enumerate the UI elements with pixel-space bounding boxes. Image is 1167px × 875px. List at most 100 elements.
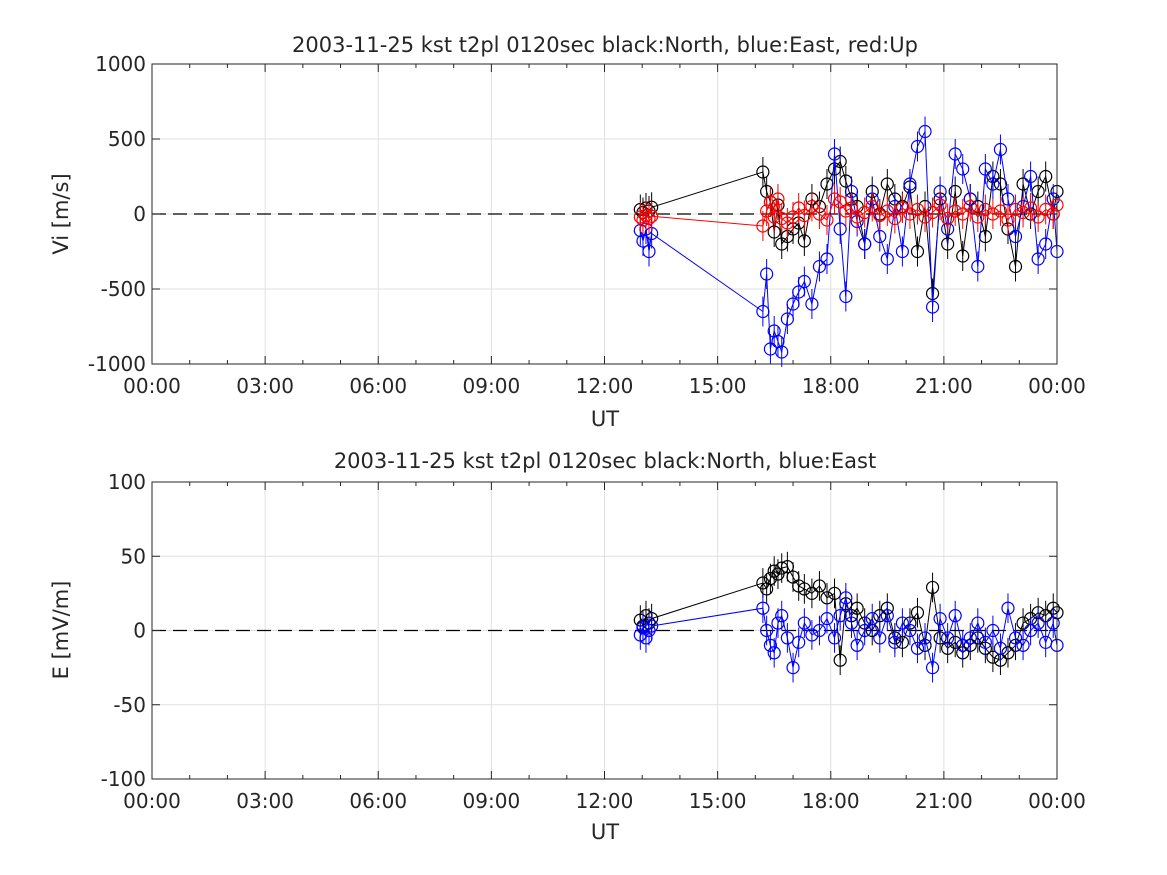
data-point bbox=[925, 205, 940, 220]
x-tick-label: 00:00 bbox=[123, 789, 181, 813]
data-point bbox=[760, 267, 774, 281]
x-tick-label: 18:00 bbox=[802, 789, 860, 813]
data-point bbox=[850, 210, 864, 224]
data-point bbox=[858, 623, 872, 638]
data-point bbox=[775, 345, 789, 359]
y-tick-label: 0 bbox=[133, 619, 146, 643]
data-point bbox=[1024, 623, 1038, 638]
x-tick-label: 03:00 bbox=[236, 374, 294, 398]
x-tick-label: 15:00 bbox=[689, 374, 747, 398]
y-tick-label: -500 bbox=[101, 277, 146, 301]
data-point bbox=[827, 147, 842, 161]
data-point bbox=[993, 142, 1008, 157]
data-point bbox=[797, 234, 811, 248]
y-tick-label: 0 bbox=[133, 202, 146, 226]
data-point bbox=[763, 571, 778, 586]
data-point bbox=[1016, 205, 1030, 220]
data-point bbox=[827, 586, 842, 600]
data-point bbox=[1001, 601, 1015, 615]
data-point bbox=[833, 222, 847, 236]
y-tick-label: 50 bbox=[121, 544, 146, 568]
data-point bbox=[642, 244, 656, 259]
y-tick-label: -1000 bbox=[88, 352, 146, 376]
data-point bbox=[756, 601, 770, 615]
data-point bbox=[903, 207, 917, 221]
data-point bbox=[805, 297, 819, 311]
data-point bbox=[880, 204, 894, 218]
velocity-panel: 2003-11-25 kst t2pl 0120sec black:North,… bbox=[49, 33, 1086, 431]
data-point bbox=[756, 304, 770, 319]
data-point bbox=[918, 631, 932, 645]
data-point bbox=[1001, 646, 1015, 660]
data-point bbox=[1024, 201, 1038, 215]
data-point bbox=[956, 638, 970, 652]
data-point bbox=[1008, 259, 1023, 274]
data-point bbox=[812, 259, 827, 274]
data-point bbox=[645, 209, 659, 223]
electric-field-panel-title: 2003-11-25 kst t2pl 0120sec black:North,… bbox=[334, 449, 876, 473]
x-tick-label: 12:00 bbox=[576, 789, 634, 813]
data-point bbox=[833, 609, 847, 623]
plot-frame bbox=[151, 63, 1058, 365]
data-point bbox=[910, 202, 925, 217]
data-point bbox=[993, 641, 1008, 655]
data-point bbox=[986, 623, 1000, 638]
data-point bbox=[797, 208, 811, 223]
data-point bbox=[1046, 616, 1060, 630]
data-point bbox=[812, 623, 827, 638]
data-point bbox=[986, 207, 1000, 221]
data-point bbox=[910, 606, 925, 620]
data-point bbox=[820, 213, 834, 227]
x-tick-label: 00:00 bbox=[1028, 789, 1086, 813]
data-point bbox=[844, 616, 859, 630]
x-tick-label: 00:00 bbox=[123, 374, 181, 398]
velocity-panel-ylabel: Vi [m/s] bbox=[49, 173, 73, 254]
data-point bbox=[978, 635, 992, 649]
data-point bbox=[971, 259, 985, 274]
data-point bbox=[918, 210, 932, 224]
data-point bbox=[888, 635, 902, 649]
data-point bbox=[756, 165, 770, 179]
data-point bbox=[956, 162, 970, 176]
y-tick-label: -100 bbox=[101, 767, 146, 791]
electric-field-panel: 2003-11-25 kst t2pl 0120sec black:North,… bbox=[49, 449, 1086, 844]
x-tick-label: 03:00 bbox=[236, 789, 294, 813]
data-point bbox=[910, 139, 925, 154]
data-point bbox=[760, 623, 774, 638]
data-point bbox=[986, 177, 1000, 191]
data-point bbox=[888, 211, 902, 226]
data-point bbox=[1016, 616, 1030, 630]
data-point bbox=[956, 207, 970, 221]
data-point bbox=[1046, 207, 1060, 221]
data-point bbox=[993, 204, 1008, 218]
x-tick-label: 12:00 bbox=[576, 374, 634, 398]
data-point bbox=[1039, 202, 1053, 217]
data-point bbox=[1031, 616, 1045, 630]
data-point bbox=[925, 300, 940, 314]
x-tick-label: 21:00 bbox=[915, 789, 973, 813]
data-point bbox=[1039, 237, 1053, 251]
data-point bbox=[1031, 252, 1045, 266]
data-point bbox=[1039, 169, 1053, 184]
data-point bbox=[978, 162, 992, 176]
data-point bbox=[767, 646, 781, 660]
data-point bbox=[963, 199, 977, 214]
data-point bbox=[1024, 169, 1038, 184]
series-line bbox=[639, 129, 1058, 354]
series-east bbox=[633, 116, 1064, 367]
data-point bbox=[767, 210, 781, 224]
data-point bbox=[865, 612, 879, 626]
data-point bbox=[763, 638, 778, 652]
data-point bbox=[993, 177, 1008, 191]
data-point bbox=[775, 609, 789, 623]
data-point bbox=[880, 177, 894, 191]
data-point bbox=[941, 631, 955, 645]
data-point bbox=[1001, 213, 1015, 227]
data-point bbox=[820, 177, 834, 191]
data-point bbox=[941, 211, 955, 226]
data-point bbox=[792, 635, 806, 649]
x-tick-label: 06:00 bbox=[349, 789, 407, 813]
data-point bbox=[895, 616, 909, 630]
data-point bbox=[986, 650, 1000, 664]
